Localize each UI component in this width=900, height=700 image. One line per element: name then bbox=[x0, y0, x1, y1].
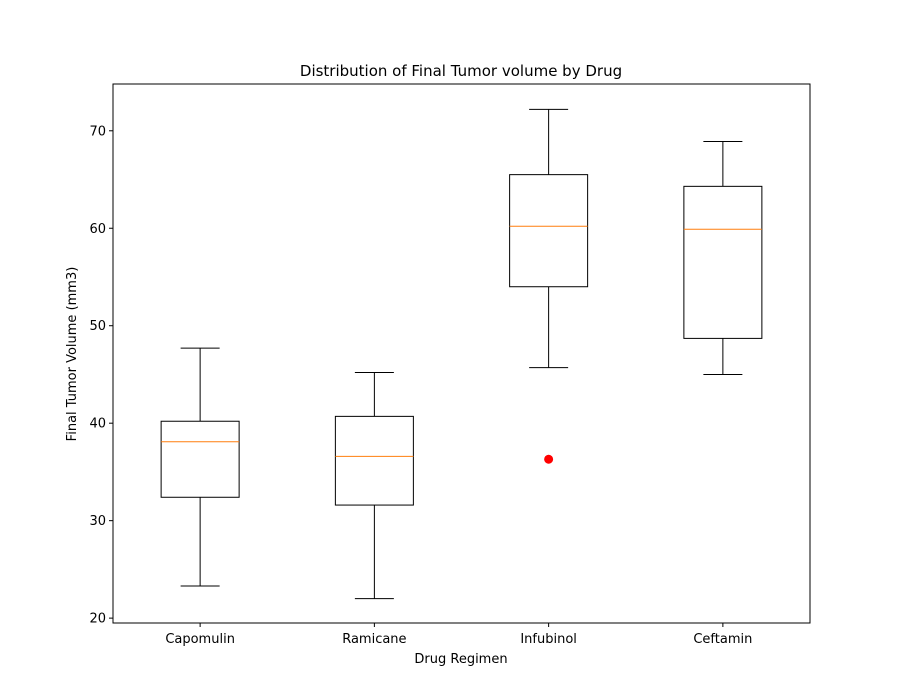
y-axis: 20 30 40 50 60 70 bbox=[89, 124, 113, 627]
iqr-box bbox=[683, 185, 763, 339]
iqr-box bbox=[160, 420, 240, 498]
x-tick-label: Infubinol bbox=[520, 632, 577, 647]
y-tick-label: 30 bbox=[89, 514, 106, 529]
iqr-box bbox=[334, 415, 414, 506]
box-ramicane bbox=[334, 372, 414, 600]
outlier-point bbox=[544, 454, 554, 464]
x-axis: Capomulin Ramicane Infubinol Ceftamin bbox=[165, 623, 752, 647]
y-tick-label: 50 bbox=[89, 319, 106, 334]
y-axis-label: Final Tumor Volume (mm3) bbox=[65, 267, 80, 442]
box-capomulin bbox=[160, 347, 240, 587]
chart-title: Distribution of Final Tumor volume by Dr… bbox=[300, 62, 622, 80]
plot-area bbox=[160, 108, 763, 600]
box-infubinol bbox=[509, 108, 589, 464]
iqr-box bbox=[509, 174, 589, 288]
y-tick-label: 60 bbox=[89, 222, 106, 237]
x-tick-label: Ramicane bbox=[342, 632, 406, 647]
y-tick-label: 20 bbox=[89, 612, 106, 627]
x-tick-label: Capomulin bbox=[165, 632, 235, 647]
x-axis-label: Drug Regimen bbox=[414, 652, 507, 667]
y-tick-label: 40 bbox=[89, 417, 106, 432]
y-tick-label: 70 bbox=[89, 124, 106, 139]
box-ceftamin bbox=[683, 141, 763, 375]
x-tick-label: Ceftamin bbox=[693, 632, 752, 647]
axes-frame bbox=[112, 83, 811, 624]
